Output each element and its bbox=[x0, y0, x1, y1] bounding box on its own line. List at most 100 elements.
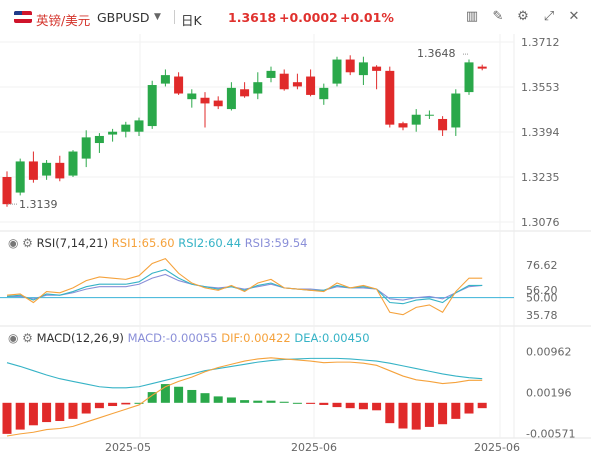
eye-icon[interactable]: ◉ bbox=[8, 236, 19, 250]
draw-tools-icon[interactable]: ✎ bbox=[492, 9, 504, 24]
price-axis-label: 1.3553 bbox=[521, 81, 560, 94]
candle-body bbox=[28, 161, 38, 180]
candle-body bbox=[385, 70, 395, 125]
macd-histogram-bar bbox=[213, 396, 223, 403]
rsi2-line bbox=[6, 269, 483, 305]
dea-value: DEA:0.00450 bbox=[294, 331, 370, 345]
macd-histogram-bar bbox=[68, 402, 78, 419]
candle-body bbox=[174, 76, 184, 94]
candle-body bbox=[15, 161, 25, 193]
gear-icon[interactable]: ⚙ bbox=[22, 331, 33, 345]
candle-body bbox=[42, 162, 52, 176]
macd-title: MACD(12,26,9) bbox=[36, 331, 124, 345]
macd-histogram-bar bbox=[81, 402, 91, 414]
macd-histogram-bar bbox=[174, 386, 184, 403]
x-axis-label: 2025-06 bbox=[291, 441, 337, 454]
price-axis-label: 1.3394 bbox=[521, 126, 560, 139]
macd-histogram-bar bbox=[385, 402, 395, 424]
x-axis-label: 2025-06 bbox=[474, 441, 520, 454]
chart-type-icon[interactable]: ▥ bbox=[465, 9, 479, 24]
macd-histogram-bar bbox=[292, 402, 302, 404]
rsi-axis-label: 76.62 bbox=[526, 259, 558, 272]
candle-body bbox=[147, 85, 157, 127]
candle-body bbox=[55, 162, 65, 179]
candle-body bbox=[306, 76, 316, 95]
candle-body bbox=[451, 93, 461, 128]
macd-histogram-bar bbox=[55, 402, 65, 422]
candle-body bbox=[292, 82, 302, 87]
last-price: 1.3618 bbox=[228, 10, 277, 25]
macd-histogram-bar bbox=[438, 402, 448, 425]
macd-axis-label: -0.00571 bbox=[526, 427, 575, 440]
pair-name: 英镑/美元 bbox=[36, 13, 91, 28]
macd-histogram-bar bbox=[266, 400, 276, 403]
candle-body bbox=[81, 137, 91, 159]
candle-body bbox=[134, 120, 144, 132]
candle-body bbox=[240, 89, 250, 97]
macd-histogram-bar bbox=[411, 402, 421, 430]
rsi-axis-label: 35.78 bbox=[526, 309, 558, 322]
symbol-selector[interactable]: GBPUSD bbox=[97, 10, 150, 25]
gear-icon[interactable]: ⚙ bbox=[22, 236, 33, 250]
macd-histogram-bar bbox=[121, 402, 131, 405]
macd-histogram-bar bbox=[306, 402, 316, 404]
candle-body bbox=[213, 100, 223, 107]
candle-body bbox=[424, 114, 434, 116]
rsi-legend: ◉ ⚙ RSI(7,14,21) RSI1:65.60 RSI2:60.44 R… bbox=[8, 236, 307, 250]
dif-value: DIF:0.00422 bbox=[221, 331, 291, 345]
macd-histogram-bar bbox=[160, 384, 170, 403]
dif-line bbox=[6, 357, 483, 437]
low-price-marker: 1.3139 bbox=[19, 198, 58, 211]
rsi3-value: RSI3:59.54 bbox=[244, 236, 308, 250]
macd-histogram-bar bbox=[200, 393, 210, 403]
chart-header: 英镑/美元 GBPUSD ▼ 日K 1.3618 +0.0002 +0.01% bbox=[0, 0, 591, 34]
eye-icon[interactable]: ◉ bbox=[8, 331, 19, 345]
rsi-axis-label: 56.20 bbox=[526, 284, 558, 297]
candle-body bbox=[121, 124, 131, 132]
macd-histogram-bar bbox=[372, 402, 382, 411]
indicators-icon[interactable]: ⚙ bbox=[517, 9, 529, 24]
candle-body bbox=[464, 62, 474, 93]
candle-body bbox=[372, 66, 382, 71]
rsi2-value: RSI2:60.44 bbox=[178, 236, 242, 250]
macd-histogram-bar bbox=[147, 392, 157, 403]
price-axis-label: 1.3076 bbox=[521, 216, 560, 229]
gb-flag-icon bbox=[14, 11, 32, 23]
price-axis-label: 1.3712 bbox=[521, 36, 560, 49]
fullscreen-icon[interactable]: ⤢ bbox=[543, 9, 555, 24]
candle-body bbox=[200, 97, 210, 104]
close-icon[interactable]: ✕ bbox=[568, 9, 580, 24]
rsi-title: RSI(7,14,21) bbox=[36, 236, 109, 250]
candle-body bbox=[398, 123, 408, 128]
macd-histogram-bar bbox=[108, 402, 118, 407]
candle-body bbox=[332, 59, 342, 84]
price-axis-label: 1.3235 bbox=[521, 171, 560, 184]
macd-histogram-bar bbox=[226, 397, 236, 403]
macd-histogram-bar bbox=[358, 402, 368, 410]
rsi1-line bbox=[6, 258, 483, 316]
rsi1-value: RSI1:65.60 bbox=[111, 236, 175, 250]
candle-body bbox=[358, 62, 368, 76]
macd-histogram-bar bbox=[477, 402, 487, 409]
macd-histogram-bar bbox=[319, 402, 329, 405]
macd-axis-label: 0.00962 bbox=[526, 345, 572, 358]
macd-histogram-bar bbox=[345, 402, 355, 409]
period-selector[interactable]: 日K bbox=[181, 13, 202, 28]
divider bbox=[174, 10, 175, 24]
rsi-axis-label: 50.00 bbox=[526, 292, 558, 305]
candle-body bbox=[2, 177, 12, 205]
macd-histogram-bar bbox=[332, 402, 342, 408]
macd-histogram-bar bbox=[253, 400, 263, 403]
candle-body bbox=[94, 135, 104, 144]
macd-histogram-bar bbox=[398, 402, 408, 429]
macd-histogram-bar bbox=[451, 402, 461, 419]
price-change: +0.0002 bbox=[279, 10, 338, 25]
chevron-down-icon[interactable]: ▼ bbox=[154, 12, 161, 22]
macd-histogram-bar bbox=[28, 402, 38, 426]
rsi3-line bbox=[7, 273, 483, 301]
macd-histogram-bar bbox=[2, 402, 12, 434]
dea-line bbox=[6, 357, 483, 389]
macd-histogram-bar bbox=[424, 402, 434, 427]
candle-body bbox=[187, 93, 197, 100]
